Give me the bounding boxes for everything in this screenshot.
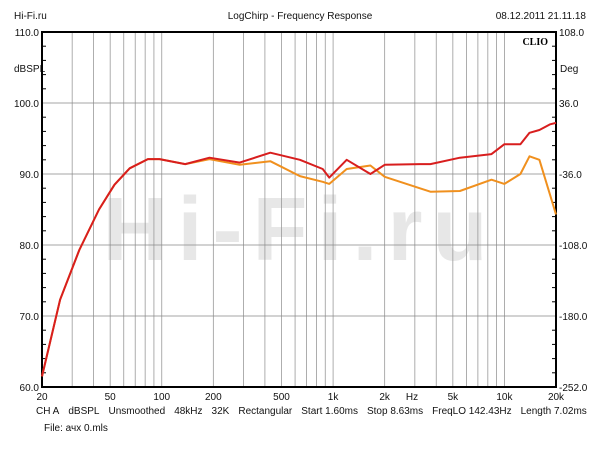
y-tick-label: 60.0 [20, 383, 40, 394]
x-tick-label: 200 [205, 392, 222, 403]
y-tick-label: 100.0 [14, 99, 39, 110]
y2-axis-label: Deg [560, 64, 578, 75]
x-tick-label: 2k [379, 392, 391, 403]
measurement-params: CH A dBSPL Unsmoothed 48kHz 32K Rectangular St… [36, 406, 596, 417]
param-item: dBSPL [68, 406, 100, 417]
plot-frame [41, 31, 557, 388]
y-tick-label: 70.0 [20, 312, 40, 323]
y-tick-label: 110.0 [15, 28, 40, 39]
param-item: Unsmoothed [108, 406, 166, 417]
param-item: Start 1.60ms [301, 406, 358, 417]
param-item: Length 7.02ms [520, 406, 587, 417]
y2-tick-label: -252.0 [559, 383, 588, 394]
y-axis-label: dBSPL [14, 64, 46, 75]
chart-title: LogChirp - Frequency Response [228, 11, 373, 22]
param-item: 48kHz [174, 406, 203, 417]
y2-tick-label: 108.0 [559, 28, 584, 39]
param-item: Rectangular [238, 406, 293, 417]
x-tick-label: 100 [153, 392, 170, 403]
x-tick-label: 20 [36, 392, 48, 403]
x-tick-label: 1k [328, 392, 340, 403]
y2-tick-label: -180.0 [559, 312, 588, 323]
y-tick-label: 80.0 [20, 241, 40, 252]
y-tick-label: 90.0 [20, 170, 40, 181]
header-timestamp: 08.12.2011 21.11.18 [496, 11, 587, 22]
x-tick-label: 50 [105, 392, 117, 403]
x-tick-label: 10k [496, 392, 513, 403]
y2-tick-label: -108.0 [559, 241, 588, 252]
series-line-red [41, 121, 557, 377]
param-item: CH A [36, 406, 60, 417]
y2-tick-label: 36.0 [559, 99, 579, 110]
x-axis-label: Hz [406, 392, 418, 403]
x-tick-label: 20k [548, 392, 565, 403]
param-item: 32K [211, 406, 230, 417]
y2-tick-label: -36.0 [559, 170, 582, 181]
file-name: File: ачх 0.mls [44, 423, 108, 434]
param-item: Stop 8.63ms [366, 406, 424, 417]
param-item: FreqLO 142.43Hz [432, 406, 512, 417]
x-tick-label: 5k [448, 392, 460, 403]
header-left: Hi-Fi.ru [14, 11, 47, 22]
x-tick-label: 500 [273, 392, 290, 403]
clio-logo: CLIO [522, 37, 548, 48]
